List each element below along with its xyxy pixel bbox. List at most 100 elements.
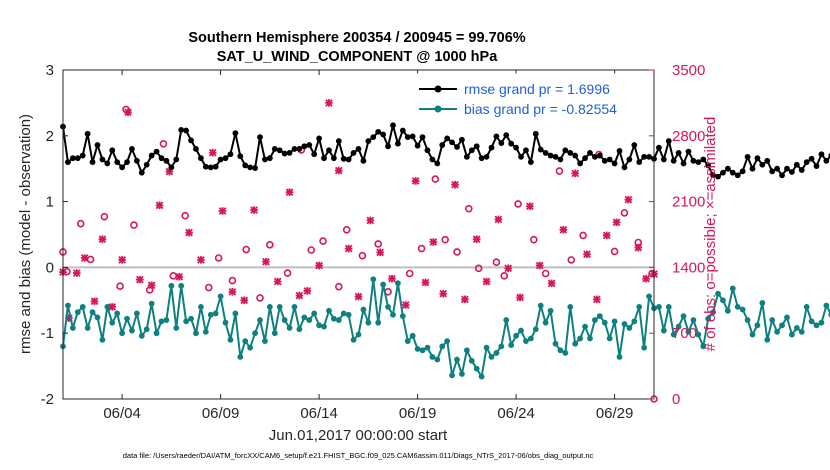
rmse-point xyxy=(784,165,790,172)
y-right-tick-label: 3500 xyxy=(672,62,705,79)
x-tick-label: 06/14 xyxy=(300,405,338,422)
bias-point xyxy=(321,323,327,330)
bias-point xyxy=(488,353,495,360)
obs-assimilated-marker xyxy=(155,201,164,210)
y-right-tick-label: 700 xyxy=(672,325,697,342)
obs-possible-marker xyxy=(453,248,461,256)
bias-point xyxy=(202,328,209,335)
obs-assimilated-marker xyxy=(547,279,556,288)
rmse-point xyxy=(370,134,377,141)
bias-point xyxy=(385,303,391,310)
rmse-point xyxy=(488,144,495,151)
rmse-point xyxy=(483,153,490,160)
x-tick-label: 06/09 xyxy=(202,405,240,422)
bias-point xyxy=(665,303,672,310)
rmse-point xyxy=(89,159,96,166)
rmse-point xyxy=(675,150,682,156)
rmse-point xyxy=(577,160,584,167)
rmse-point xyxy=(257,134,263,141)
rmse-point xyxy=(419,134,426,141)
rmse-point xyxy=(508,140,515,147)
bias-point xyxy=(478,373,485,380)
bias-point xyxy=(537,302,544,309)
rmse-point xyxy=(513,144,519,151)
x-tick-label: 06/19 xyxy=(399,405,437,422)
bias-point xyxy=(198,303,204,310)
rmse-point xyxy=(119,164,125,171)
bias-point xyxy=(774,328,781,335)
x-axis-label: Jun.01,2017 00:00:00 start xyxy=(269,427,448,444)
bias-point xyxy=(798,328,805,335)
bias-point xyxy=(552,340,559,347)
bias-point xyxy=(365,319,372,326)
bias-point xyxy=(646,293,652,300)
rmse-point xyxy=(380,131,387,138)
obs-assimilated-marker xyxy=(325,99,333,107)
rmse-point xyxy=(572,152,579,159)
bias-point xyxy=(414,346,421,352)
bias-point xyxy=(739,306,746,313)
rmse-point xyxy=(222,155,229,162)
obs-assimilated-marker xyxy=(303,287,312,295)
bias-point xyxy=(744,317,751,323)
legend-rmse-marker xyxy=(434,85,442,93)
chart-title: Southern Hemisphere 200354 / 200945 = 99… xyxy=(188,30,525,46)
bias-point xyxy=(193,330,199,337)
obs-assimilated-marker xyxy=(262,257,270,266)
rmse-point xyxy=(759,161,766,168)
x-tick-label: 06/04 xyxy=(103,405,141,422)
obs-assimilated-marker xyxy=(218,207,227,215)
obs-possible-marker xyxy=(319,237,327,245)
bias-point xyxy=(513,332,519,339)
rmse-point xyxy=(808,155,815,162)
bias-point xyxy=(212,310,219,317)
bias-point xyxy=(266,303,273,310)
rmse-point xyxy=(365,138,372,144)
rmse-point xyxy=(262,156,268,163)
rmse-point xyxy=(247,164,254,171)
bias-point xyxy=(606,335,613,342)
rmse-point xyxy=(178,126,185,133)
bias-point xyxy=(99,336,106,343)
rmse-point xyxy=(124,159,130,166)
obs-possible-marker xyxy=(567,256,576,264)
rmse-point xyxy=(680,160,687,167)
obs-possible-marker xyxy=(541,269,550,278)
obs-assimilated-marker xyxy=(118,256,126,264)
obs-assimilated-marker xyxy=(228,288,237,296)
obs-possible-marker xyxy=(405,269,414,278)
obs-assimilated-marker xyxy=(429,238,438,246)
bias-point xyxy=(262,338,268,344)
bias-point xyxy=(390,311,396,318)
rmse-point xyxy=(207,164,214,171)
obs-possible-marker xyxy=(374,240,383,248)
rmse-point xyxy=(779,172,785,179)
rmse-point xyxy=(148,152,155,159)
obs-assimilated-marker xyxy=(624,195,633,204)
bias-point xyxy=(793,325,800,331)
bias-point xyxy=(79,303,86,310)
bias-point xyxy=(626,325,633,331)
rmse-point xyxy=(271,146,278,152)
rmse-point xyxy=(409,133,416,140)
bias-point xyxy=(463,347,470,354)
obs-assimilated-marker xyxy=(593,295,601,304)
bias-point xyxy=(542,319,549,326)
rmse-point xyxy=(670,157,677,164)
y-left-tick-label: -2 xyxy=(41,391,54,408)
obs-possible-marker xyxy=(334,282,343,291)
obs-assimilated-marker xyxy=(108,303,117,311)
bias-point xyxy=(759,300,766,306)
obs-assimilated-marker xyxy=(80,254,89,262)
bias-point xyxy=(724,307,731,314)
obs-assimilated-marker xyxy=(165,167,174,176)
obs-possible-marker xyxy=(242,245,251,254)
rmse-point xyxy=(326,147,332,154)
bias-point xyxy=(498,343,505,350)
obs-assimilated-marker xyxy=(175,272,184,281)
y-left-tick-label: 0 xyxy=(46,259,54,276)
rmse-point xyxy=(459,136,465,143)
bias-point xyxy=(168,282,175,289)
rmse-point xyxy=(724,165,731,172)
bias-point xyxy=(286,325,293,331)
